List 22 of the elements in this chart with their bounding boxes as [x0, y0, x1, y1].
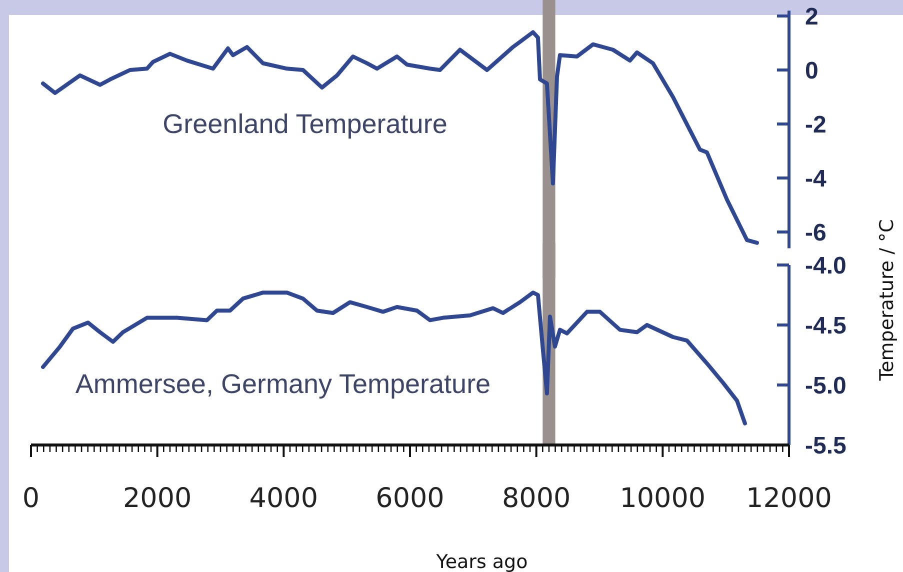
y-tick-label: -5.5 [805, 432, 846, 460]
y-tick-label: 0 [805, 57, 818, 84]
x-tick-label: 10000 [620, 483, 706, 514]
x-tick-label: 8000 [502, 483, 571, 514]
y-tick-label: 2 [805, 3, 818, 30]
y-tick-label: -4.0 [805, 252, 846, 280]
x-tick-label: 12000 [746, 483, 832, 514]
y-axis-title: Temperature / °C [876, 219, 898, 382]
x-axis-title: Years ago [435, 551, 528, 572]
y-tick-label: -2 [805, 111, 826, 138]
x-tick-label: 2000 [122, 483, 192, 514]
series-label: Greenland Temperature [162, 109, 448, 139]
y-tick-label: -6 [805, 219, 826, 246]
line-series [41, 30, 759, 245]
line-series [41, 290, 747, 426]
series-label: Ammersee, Germany Temperature [75, 369, 491, 399]
y-tick-label: -4.5 [805, 312, 846, 340]
y-tick-label: -5.0 [805, 372, 846, 400]
y-tick-label: -4 [805, 165, 827, 192]
x-tick-label: 4000 [249, 483, 318, 514]
x-tick-label: 0 [22, 483, 40, 514]
x-tick-label: 6000 [376, 483, 444, 514]
